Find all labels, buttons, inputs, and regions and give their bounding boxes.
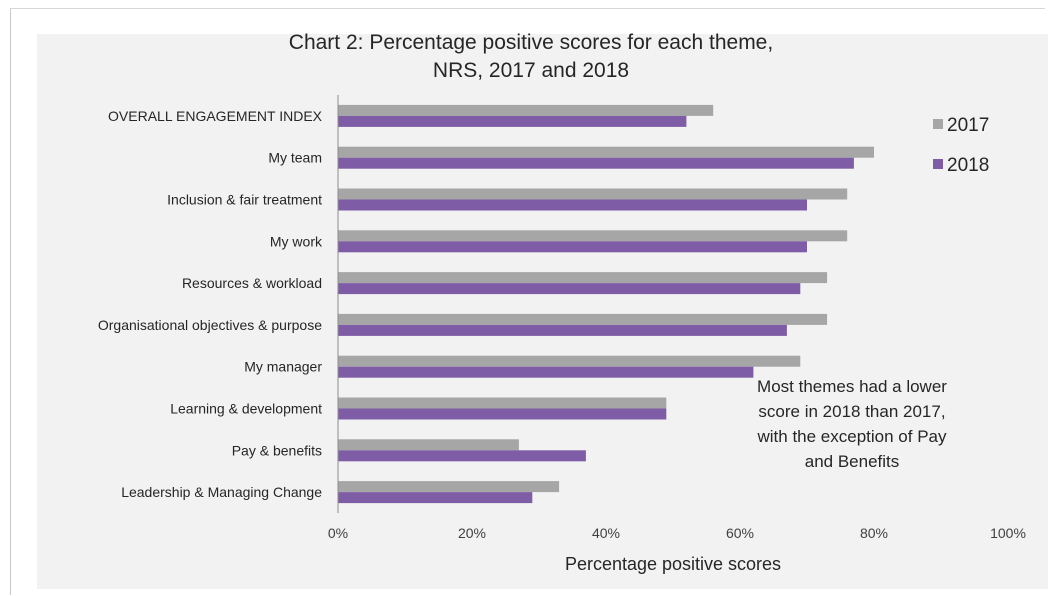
annotation: Most themes had a lower score in 2018 th… xyxy=(756,377,947,471)
bar-2017-2 xyxy=(338,146,874,158)
category-label-4: My work xyxy=(270,233,323,249)
bar-2018-10 xyxy=(338,492,533,504)
chart-title: Chart 2: Percentage positive scores for … xyxy=(289,31,773,82)
category-label-1: OVERALL ENGAGEMENT INDEX xyxy=(108,108,323,124)
bar-2017-8 xyxy=(338,397,667,409)
bar-2018-5 xyxy=(338,283,801,295)
legend-label-2018: 2018 xyxy=(947,155,989,176)
bar-2018-6 xyxy=(338,324,787,336)
x-tick-label-4: 80% xyxy=(860,525,888,541)
bar-2018-9 xyxy=(338,450,586,462)
bar-2018-1 xyxy=(338,115,687,127)
bar-2018-3 xyxy=(338,199,807,211)
category-label-6: Organisational objectives & purpose xyxy=(98,317,322,333)
x-tick-label-5: 100% xyxy=(990,525,1026,541)
legend-swatch-2017 xyxy=(933,119,943,129)
category-labels: OVERALL ENGAGEMENT INDEX My team Inclusion… xyxy=(98,108,323,500)
category-label-7: My manager xyxy=(244,359,322,375)
annotation-line-1: Most themes had a lower xyxy=(757,377,947,396)
category-label-8: Learning & development xyxy=(170,401,322,417)
bar-2017-9 xyxy=(338,439,519,451)
category-label-2: My team xyxy=(268,150,322,166)
bar-2017-5 xyxy=(338,272,828,284)
x-tick-label-2: 40% xyxy=(592,525,620,541)
category-label-10: Leadership & Managing Change xyxy=(121,484,322,500)
category-label-9: Pay & benefits xyxy=(232,442,322,458)
legend-swatch-2018 xyxy=(933,159,943,169)
x-axis-ticks: 0% 20% 40% 60% 80% 100% xyxy=(328,525,1026,541)
x-tick-label-1: 20% xyxy=(458,525,486,541)
bars-layer xyxy=(338,104,874,504)
legend-label-2017: 2017 xyxy=(947,115,989,136)
annotation-line-4: and Benefits xyxy=(805,452,900,471)
x-tick-label-0: 0% xyxy=(328,525,348,541)
bar-2018-8 xyxy=(338,408,667,420)
bar-2018-2 xyxy=(338,157,854,169)
x-tick-label-3: 60% xyxy=(726,525,754,541)
category-label-3: Inclusion & fair treatment xyxy=(167,192,322,208)
chart-title-line-2: NRS, 2017 and 2018 xyxy=(433,59,629,82)
annotation-line-3: with the exception of Pay xyxy=(756,427,947,446)
x-axis-title: Percentage positive scores xyxy=(565,554,781,574)
bar-2017-4 xyxy=(338,230,848,242)
annotation-line-2: score in 2018 than 2017, xyxy=(758,402,945,421)
chart-title-line-1: Chart 2: Percentage positive scores for … xyxy=(289,31,773,54)
bar-2018-4 xyxy=(338,241,807,253)
category-label-5: Resources & workload xyxy=(182,275,322,291)
bar-2017-6 xyxy=(338,313,828,325)
bar-2017-10 xyxy=(338,481,560,493)
bar-2017-7 xyxy=(338,355,801,367)
bar-2017-3 xyxy=(338,188,848,200)
bar-2017-1 xyxy=(338,104,714,116)
bar-2018-7 xyxy=(338,366,754,378)
legend: 2017 2018 xyxy=(933,115,989,176)
